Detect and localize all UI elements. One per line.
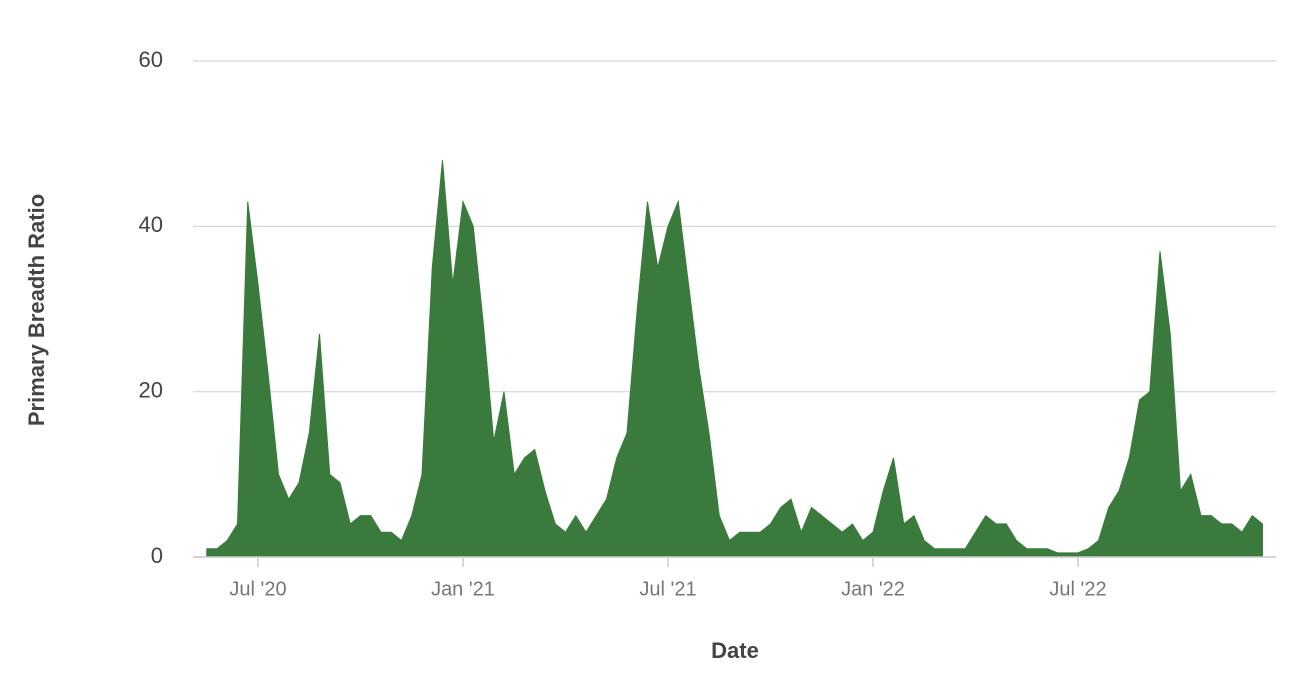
y-tick-label: 20 [139, 377, 163, 402]
y-axis-title: Primary Breadth Ratio [24, 194, 49, 426]
x-tick-label: Jul '21 [639, 578, 696, 600]
area [206, 160, 1263, 558]
x-tick-label: Jan '21 [431, 578, 495, 600]
x-axis-title: Date [711, 638, 759, 663]
x-tick-label: Jul '20 [229, 578, 286, 600]
y-tick-label: 60 [139, 47, 163, 72]
y-tick-label: 0 [151, 543, 163, 568]
x-tick-label: Jan '22 [841, 578, 905, 600]
x-tick-label: Jul '22 [1049, 578, 1106, 600]
y-tick-label: 40 [139, 212, 163, 237]
